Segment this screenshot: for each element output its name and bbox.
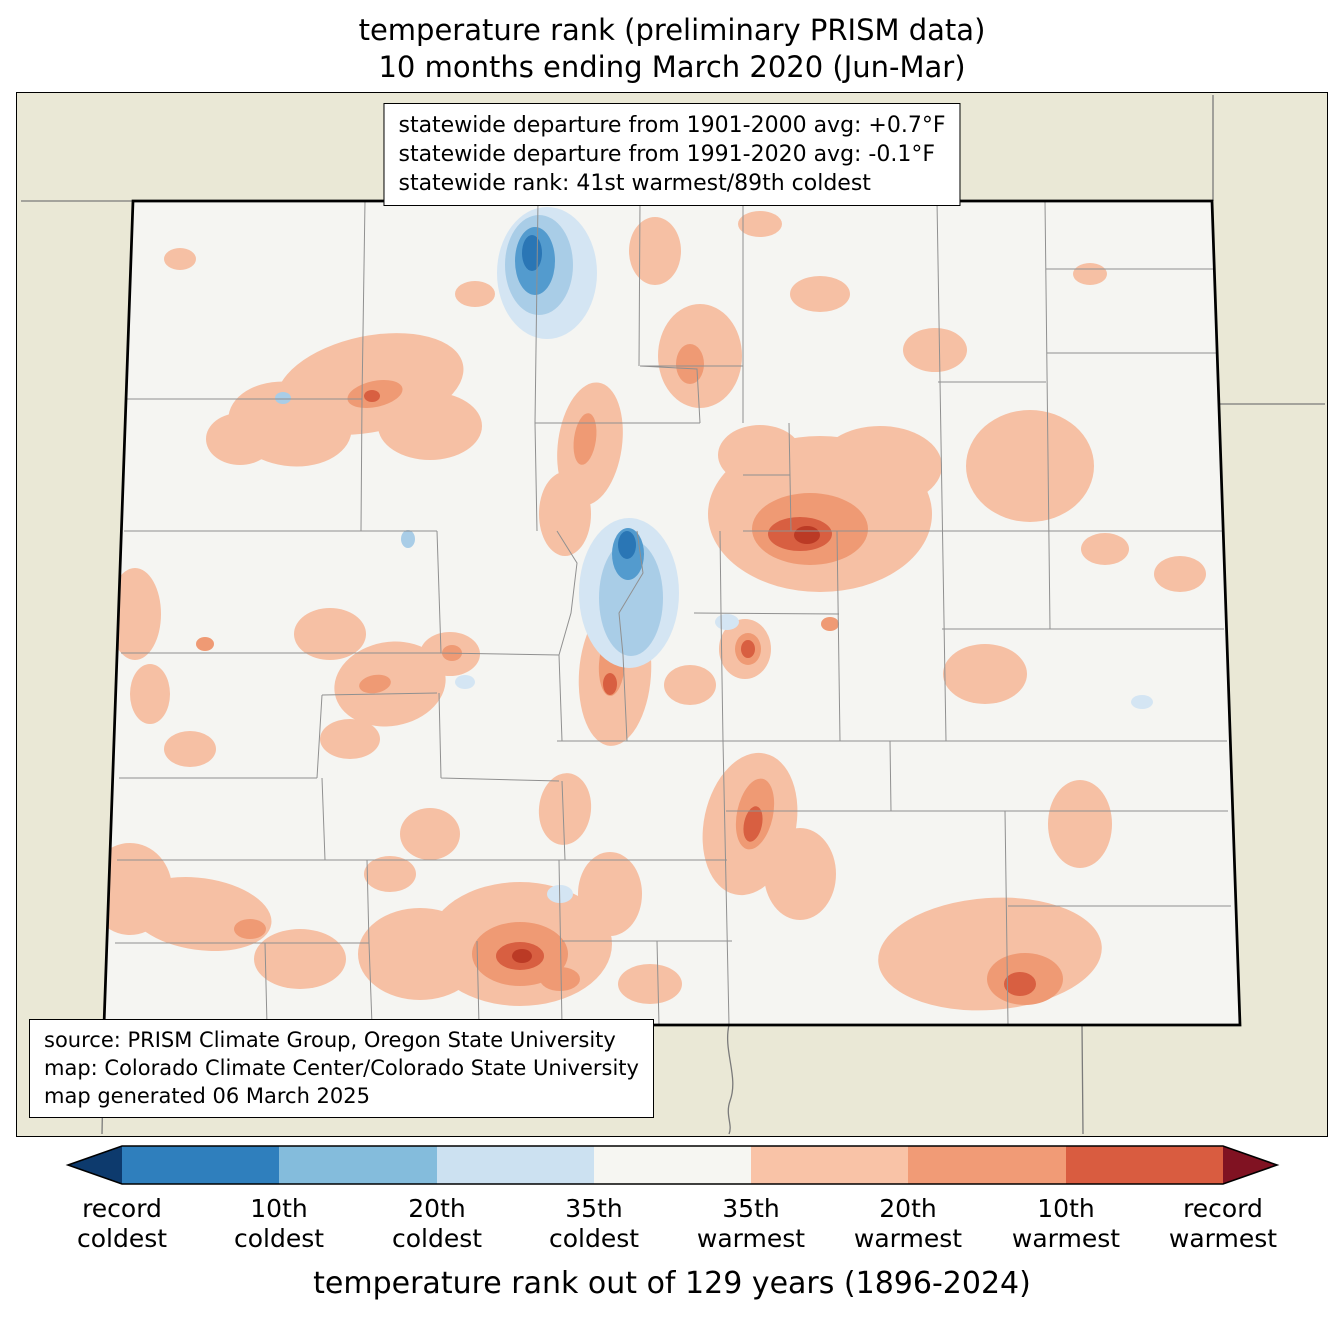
- anomaly-region-w1: [1081, 533, 1129, 566]
- colorado-map: [17, 93, 1327, 1137]
- stats-line-2: statewide departure from 1991-2020 avg: …: [398, 142, 936, 168]
- anomaly-region-c1: [455, 675, 475, 690]
- label-20th-coldest: 20th coldest: [391, 1194, 483, 1254]
- anomaly-region-w1: [1073, 263, 1107, 286]
- stats-line-1: statewide departure from 1901-2000 avg: …: [398, 113, 946, 139]
- anomaly-region-w3: [603, 673, 617, 696]
- source-line-2: map: Colorado Climate Center/Colorado St…: [44, 1055, 639, 1080]
- anomaly-region-w1: [818, 426, 942, 507]
- anomaly-region-w1: [294, 608, 366, 661]
- colorbar-outline: [65, 1145, 1280, 1186]
- anomaly-region-c4: [618, 531, 636, 560]
- anomaly-region-w2: [573, 413, 597, 466]
- label-35th-coldest: 35th coldest: [548, 1194, 640, 1254]
- anomaly-region-c2: [275, 392, 291, 405]
- source-credit-box: source: PRISM Climate Group, Oregon Stat…: [29, 1019, 654, 1119]
- label-35th-warmest: 35th warmest: [696, 1194, 806, 1254]
- anomaly-region-c1: [715, 614, 739, 631]
- anomaly-region-c4: [522, 235, 542, 272]
- anomaly-region-w3: [741, 640, 755, 659]
- anomaly-region-c1: [1131, 695, 1153, 710]
- page-title: temperature rank (preliminary PRISM data…: [0, 0, 1344, 86]
- colorbar-caption: temperature rank out of 129 years (1896-…: [313, 1266, 1031, 1302]
- anomaly-region-w2: [676, 344, 704, 385]
- label-10th-warmest: 10th warmest: [1011, 1194, 1121, 1254]
- anomaly-region-w1: [578, 852, 642, 937]
- anomaly-region-w1: [903, 328, 967, 373]
- anomaly-region-w1: [109, 568, 161, 661]
- anomaly-region-w1: [455, 281, 495, 308]
- anomaly-region-w1: [790, 276, 850, 313]
- anomaly-region-w1: [718, 425, 802, 486]
- anomaly-region-w1: [764, 828, 836, 921]
- colorbar-segment-middle: [594, 1146, 751, 1185]
- label-10th-coldest: 10th coldest: [233, 1194, 325, 1254]
- colorbar-segment-10th-warmest: [1066, 1146, 1223, 1185]
- anomaly-region-w1: [378, 392, 482, 461]
- anomaly-region-w3: [743, 806, 763, 842]
- anomaly-region-w1: [664, 665, 716, 706]
- label-record-coldest: record coldest: [76, 1194, 168, 1254]
- title-line-2: 10 months ending March 2020 (Jun-Mar): [378, 50, 966, 85]
- anomaly-region-w2: [196, 637, 214, 652]
- anomaly-region-w1: [1154, 556, 1206, 593]
- colorbar-arrow-record-coldest: [68, 1146, 122, 1185]
- colorbar-segment-35th-warmest: [751, 1146, 908, 1185]
- anomaly-region-w1: [320, 719, 380, 760]
- anomaly-region-w1: [738, 211, 782, 238]
- colorbar-segment-10th-coldest: [122, 1146, 279, 1185]
- source-line-3: map generated 06 March 2025: [44, 1083, 371, 1108]
- anomaly-region-w1: [364, 856, 416, 893]
- title-line-1: temperature rank (preliminary PRISM data…: [358, 13, 986, 47]
- anomaly-region-w1: [966, 410, 1094, 523]
- colorbar-segment-20th-coldest: [279, 1146, 437, 1185]
- anomaly-region-w3: [364, 390, 380, 403]
- anomaly-region-w2: [540, 967, 580, 992]
- anomaly-region-w1: [130, 664, 170, 725]
- colorbar-arrow-record-warmest: [1223, 1146, 1277, 1185]
- colorbar-scale: [65, 1145, 1280, 1186]
- anomaly-region-w1: [400, 808, 460, 861]
- county-boundaries: [115, 201, 1231, 1026]
- anomaly-region-w2: [359, 674, 391, 694]
- stats-line-3: statewide rank: 41st warmest/89th coldes…: [398, 171, 871, 197]
- anomaly-region-w1: [1048, 780, 1112, 869]
- anomaly-region-w3: [1004, 972, 1036, 997]
- anomaly-region-w1: [254, 929, 346, 990]
- anomaly-region-w1: [164, 731, 216, 768]
- colorbar-segment-20th-warmest: [908, 1146, 1066, 1185]
- source-line-1: source: PRISM Climate Group, Oregon Stat…: [44, 1028, 616, 1053]
- anomaly-region-w1: [164, 248, 196, 271]
- anomaly-layer: [104, 207, 1206, 1011]
- anomaly-region-w4: [794, 526, 820, 545]
- anomaly-region-w2: [821, 617, 839, 632]
- colorbar-labels: record coldest 10th coldest 20th coldest…: [0, 1194, 1344, 1260]
- anomaly-region-w1: [618, 964, 682, 1005]
- colorbar: record coldest 10th coldest 20th coldest…: [0, 1142, 1344, 1301]
- colorbar-segment-35th-coldest: [437, 1146, 594, 1185]
- map-panel: statewide departure from 1901-2000 avg: …: [16, 92, 1328, 1138]
- anomaly-region-w4: [512, 949, 532, 964]
- anomaly-region-w2: [234, 919, 266, 940]
- anomaly-region-w1: [943, 644, 1027, 705]
- anomaly-region-w1: [629, 217, 681, 286]
- anomaly-region-w1: [539, 472, 591, 557]
- anomaly-region-w1: [358, 908, 482, 1001]
- anomaly-region-c2: [401, 530, 415, 549]
- label-20th-warmest: 20th warmest: [853, 1194, 963, 1254]
- anomaly-region-w1: [206, 413, 274, 466]
- label-record-warmest: record warmest: [1168, 1194, 1278, 1254]
- anomaly-region-w1: [538, 773, 592, 846]
- statewide-stats-box: statewide departure from 1901-2000 avg: …: [383, 103, 961, 207]
